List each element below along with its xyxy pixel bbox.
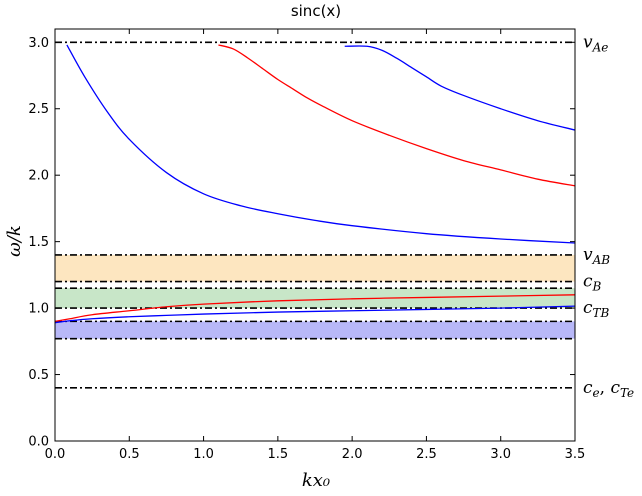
x-tick-label-3: 1.5 [268,447,289,462]
chart-title: sinc(x) [291,2,341,20]
reference-label-0: vAe [583,32,608,54]
reference-label-4: cTB [583,298,610,320]
x-axis-label: kx₀ [302,470,330,491]
bands-layer [55,254,575,339]
reference-label-1: vAB [583,245,610,267]
x-tick-label-1: 0.5 [119,447,140,462]
y-axis-label: ω/k [4,225,25,257]
reference-label-7: ce, cTe [583,378,634,400]
band-1 [55,288,575,309]
plot-frame [54,28,576,442]
series-line-1 [218,44,576,187]
x-tick-label-2: 1.0 [193,447,214,462]
series-line-0 [66,44,576,244]
y-tick-label-6: 3.0 [28,36,49,51]
series-line-4 [54,305,576,324]
y-tick-label-2: 1.0 [28,302,49,317]
x-tick-label-5: 2.5 [416,447,437,462]
band-2 [55,321,575,339]
y-tick-label-3: 1.5 [28,235,49,250]
reference-label-2: cB [583,272,602,294]
series-line-2 [344,45,576,131]
y-tick-label-0: 0.0 [28,435,49,450]
x-tick-label-4: 2.0 [342,447,363,462]
x-tick-label-0: 0.0 [45,447,66,462]
axes-layer: 0.0 0.5 1.0 1.5 2.0 2.5 3.0 3.5 0.0 0.5 1.0 1.5 2.0 2… [28,28,586,462]
y-tick-label-4: 2.0 [28,169,49,184]
x-tick-label-6: 3.0 [490,447,511,462]
y-tick-label-1: 0.5 [28,368,49,383]
x-tick-label-7: 3.5 [565,447,586,462]
series-line-3 [54,294,576,323]
series-layer [54,44,576,324]
band-0 [55,254,575,282]
y-tick-label-5: 2.5 [28,102,49,117]
reference-lines-layer [55,41,575,389]
labels-layer: vAe vAB cB cTB ce, cTe [583,32,634,400]
